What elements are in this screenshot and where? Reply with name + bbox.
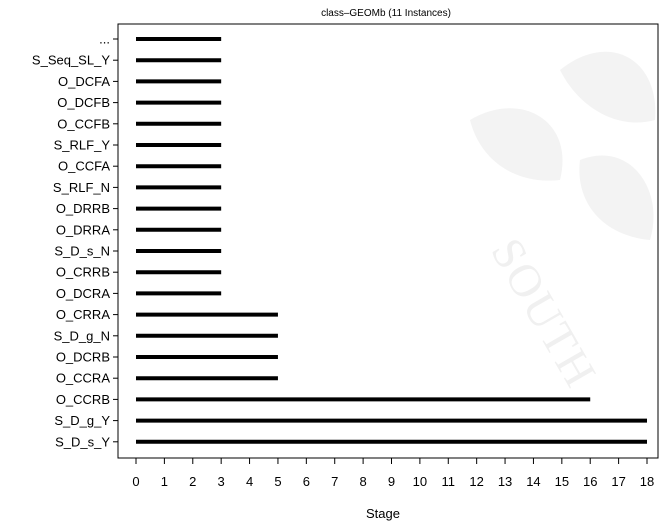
x-tick-label: 15 [555,474,569,489]
y-tick-label: S_Seq_SL_Y [32,53,110,68]
y-tick-label: O_CCFA [58,159,110,174]
x-axis-label: Stage [366,506,400,521]
y-tick-label: O_DRRA [56,222,111,237]
y-tick-label: O_DRRB [56,201,110,216]
bars [136,37,647,444]
x-tick-label: 7 [331,474,338,489]
y-tick-label: S_D_g_N [54,328,110,343]
x-tick-label: 13 [498,474,512,489]
watermark-leaf [579,155,654,240]
x-tick-label: 0 [132,474,139,489]
y-tick-label: S_RLF_Y [54,138,111,153]
x-tick-label: 9 [388,474,395,489]
y-tick-label: O_CRRA [56,307,111,322]
chart-title: class–GEOMb (11 Instances) [321,8,451,19]
x-tick-label: 4 [246,474,253,489]
y-tick-label: O_DCFA [58,74,110,89]
y-tick-label: O_DCRB [56,350,110,365]
x-tick-label: 12 [469,474,483,489]
x-tick-label: 18 [640,474,654,489]
plot-frame [117,23,659,459]
y-tick-label: O_DCRA [56,286,111,301]
y-tick-label: S_D_g_Y [54,413,110,428]
y-tick-label: O_CCRA [56,371,111,386]
y-tick-label: S_D_s_Y [55,434,110,449]
x-tick-label: 17 [611,474,625,489]
x-tick-label: 2 [189,474,196,489]
x-tick-label: 11 [442,474,456,489]
x-tick-label: 3 [218,474,225,489]
watermark-text: SOUTH [481,230,607,397]
x-tick-label: 14 [526,474,540,489]
x-tick-label: 6 [303,474,310,489]
y-tick-label: S_D_s_N [54,244,110,259]
x-tick-label: 8 [359,474,366,489]
y-tick-label: S_RLF_N [53,180,110,195]
y-tick-label: O_DCFB [57,95,110,110]
y-tick-label: O_CCFB [57,116,110,131]
x-axis: 0 1 2 3 4 5 6 7 8 9 10 11 12 13 14 15 16 17 18 [132,458,654,489]
x-tick-label: 1 [161,474,168,489]
x-tick-label: 16 [583,474,597,489]
y-axis: ... S_Seq_SL_Y O_DCFA O_DCFB O_CCFB S_RLF_Y O_… [32,32,118,449]
x-tick-label: 10 [413,474,427,489]
y-tick-label: O_CCRB [56,392,110,407]
x-tick-label: 5 [274,474,281,489]
watermark-leaf [470,108,563,181]
y-tick-label: ... [99,32,110,47]
watermark: SOUTH [470,51,656,397]
y-tick-label: O_CRRB [56,265,110,280]
watermark-leaf [560,51,656,123]
